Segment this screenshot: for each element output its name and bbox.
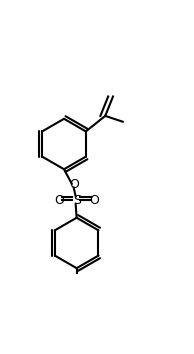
Text: S: S [73, 194, 81, 207]
Text: O: O [54, 194, 64, 207]
Text: O: O [69, 178, 79, 191]
Text: O: O [89, 194, 99, 207]
